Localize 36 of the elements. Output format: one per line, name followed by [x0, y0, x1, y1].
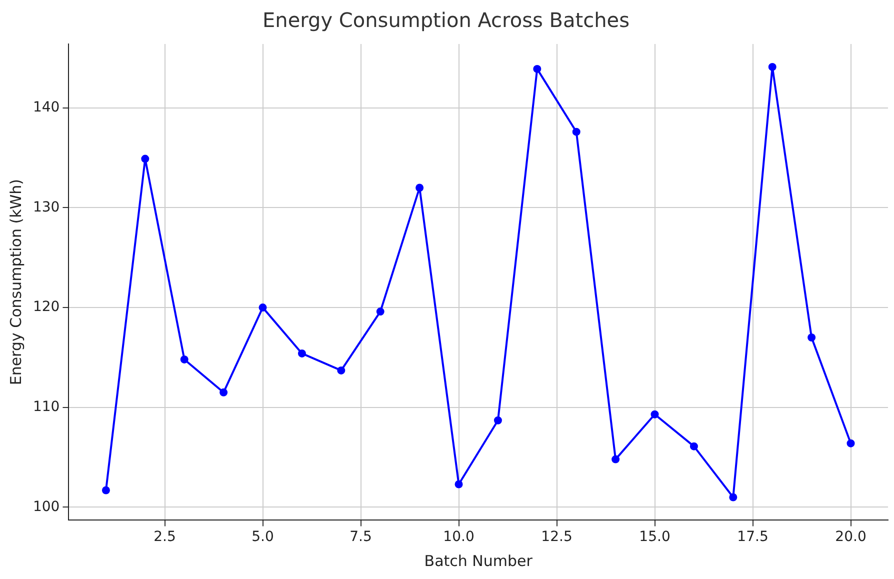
point: [650, 410, 659, 418]
point: [612, 455, 620, 464]
y-axis-title: Energy Consumption (kWh): [6, 179, 25, 386]
x-tick-label: 12.5: [541, 529, 572, 546]
point: [141, 154, 150, 163]
point: [337, 366, 346, 374]
point: [416, 184, 424, 192]
x-tick-label: 7.5: [350, 529, 372, 546]
x-tick-label: 15.0: [639, 529, 670, 546]
point: [220, 388, 228, 396]
point: [768, 62, 776, 71]
x-axis-title: Batch Number: [424, 552, 534, 570]
y-tick-label: 100: [32, 498, 60, 515]
point: [454, 480, 463, 488]
x-tick-label: 20.0: [835, 529, 866, 546]
y-tick-label: 130: [32, 199, 60, 216]
point: [729, 493, 738, 502]
x-tick-label: 17.5: [737, 529, 768, 546]
point: [298, 349, 306, 358]
point: [572, 128, 580, 136]
x-tick-label: 5.0: [252, 529, 274, 546]
point: [376, 308, 384, 316]
y-tick-label: 110: [32, 399, 60, 416]
point: [808, 334, 816, 342]
point: [690, 442, 698, 450]
x-tick-label: 10.0: [443, 529, 474, 546]
chart-title: Energy Consumption Across Batches: [262, 8, 630, 32]
point: [258, 304, 267, 312]
point: [494, 416, 502, 424]
point: [533, 64, 542, 73]
y-tick-label: 120: [32, 299, 60, 316]
y-tick-label: 140: [32, 100, 60, 116]
point: [180, 355, 188, 364]
point: [102, 486, 110, 494]
point: [846, 439, 855, 448]
x-tick-label: 2.5: [154, 529, 176, 546]
